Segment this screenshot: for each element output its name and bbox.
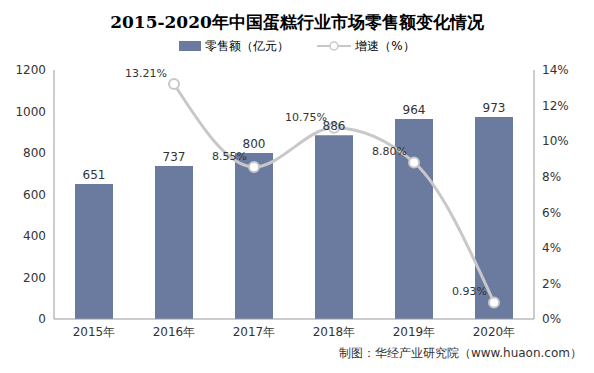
svg-text:973: 973 [483,101,506,115]
svg-text:800: 800 [243,137,266,151]
svg-text:0%: 0% [542,312,561,326]
svg-text:0.93%: 0.93% [452,285,487,298]
svg-text:8%: 8% [542,170,561,184]
html-text:增速（%）: 增速（%） [355,38,415,53]
svg-text:2019年: 2019年 [393,325,436,339]
svg-text:12%: 12% [542,99,569,113]
svg-text:200: 200 [23,271,46,285]
svg-text:600: 600 [23,188,46,202]
html-text:制图：华经产业研究院（www.huaon.com）: 制图：华经产业研究院（www.huaon.com） [338,346,582,360]
svg-text:737: 737 [163,150,186,164]
svg-text:651: 651 [83,168,106,182]
svg-text:8.80%: 8.80% [372,145,407,158]
svg-text:6%: 6% [542,206,561,220]
svg-text:2017年: 2017年 [233,325,276,339]
html-text:2015-2020年中国蛋糕行业市场零售额变化情况: 2015-2020年中国蛋糕行业市场零售额变化情况 [110,12,484,32]
svg-text:10.75%: 10.75% [285,111,327,124]
svg-text:400: 400 [23,229,46,243]
svg-text:4%: 4% [542,241,561,255]
svg-text:1200: 1200 [15,63,46,77]
svg-text:2018年: 2018年 [313,325,356,339]
svg-text:13.21%: 13.21% [125,67,167,80]
svg-text:14%: 14% [542,63,569,77]
svg-text:2%: 2% [542,277,561,291]
svg-text:0: 0 [38,312,46,326]
svg-text:964: 964 [403,103,426,117]
svg-text:1000: 1000 [15,105,46,119]
svg-text:886: 886 [322,119,346,134]
svg-text:2015年: 2015年 [73,325,116,339]
svg-text:2020年: 2020年 [473,325,516,339]
svg-text:8.55%: 8.55% [212,150,247,163]
html-text:零售额（亿元）: 零售额（亿元） [205,38,290,53]
svg-text:2016年: 2016年 [153,325,196,339]
svg-text:800: 800 [23,146,46,160]
svg-text:10%: 10% [542,134,569,148]
